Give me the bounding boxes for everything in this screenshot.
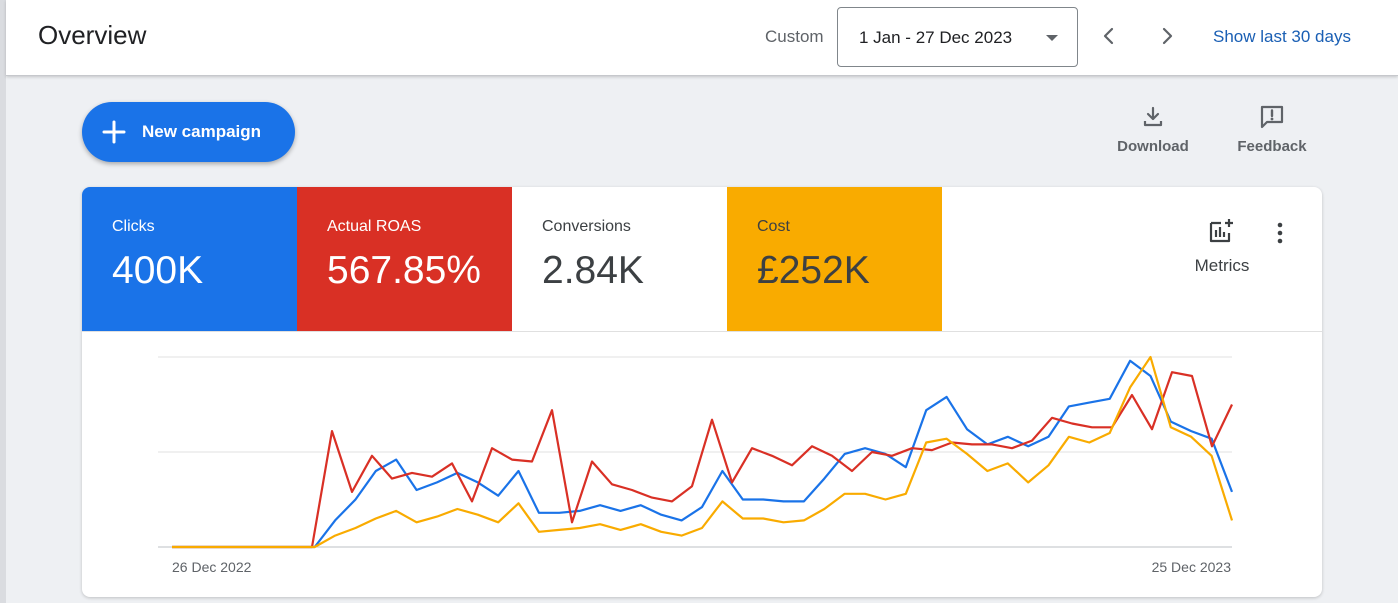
metric-name: Actual ROAS: [327, 218, 422, 235]
metric-tile-conversions[interactable]: Conversions 2.84K: [512, 187, 727, 331]
metric-name: Cost: [757, 218, 790, 235]
download-icon: [1143, 106, 1163, 127]
custom-label: Custom: [765, 27, 824, 46]
metric-tile-cost[interactable]: Cost £252K: [727, 187, 942, 331]
chevron-right-icon: [1162, 27, 1173, 45]
new-campaign-button[interactable]: New campaign: [82, 102, 295, 162]
series-line-0: [172, 359, 1234, 549]
date-range-value: 1 Jan - 27 Dec 2023: [859, 28, 1013, 47]
download-button[interactable]: Download: [1108, 104, 1198, 162]
left-edge-strip: [0, 0, 6, 603]
previous-period-button[interactable]: [1093, 20, 1125, 52]
x-axis-start-label: 26 Dec 2022: [172, 559, 252, 575]
line-chart: 26 Dec 2022 25 Dec 2023: [158, 355, 1234, 575]
metric-value: 400K: [112, 249, 204, 292]
date-range-select[interactable]: 1 Jan - 27 Dec 2023: [837, 7, 1078, 67]
x-axis-end-label: 25 Dec 2023: [1152, 559, 1232, 575]
more-vert-icon: [1277, 222, 1283, 244]
metric-value: £252K: [757, 249, 870, 292]
header-bar: Overview Custom 1 Jan - 27 Dec 2023 Show…: [6, 0, 1398, 76]
more-options-button[interactable]: [1268, 219, 1292, 247]
show-last-30-days-link[interactable]: Show last 30 days: [1213, 27, 1351, 46]
metric-name: Clicks: [112, 218, 155, 235]
series-line-2: [172, 355, 1234, 549]
next-period-button[interactable]: [1151, 20, 1183, 52]
download-label: Download: [1117, 138, 1189, 155]
add-chart-icon: [1209, 219, 1233, 243]
metric-value: 567.85%: [327, 249, 481, 292]
plus-icon: [102, 120, 126, 144]
metric-value: 2.84K: [542, 249, 644, 292]
metric-tile-actual-roas[interactable]: Actual ROAS 567.85%: [297, 187, 512, 331]
feedback-label: Feedback: [1237, 138, 1307, 155]
dropdown-arrow-icon: [1046, 35, 1058, 41]
tile-divider: [82, 331, 1322, 332]
feedback-icon: [1260, 105, 1284, 129]
performance-card: Clicks 400K Actual ROAS 567.85% Conversi…: [82, 187, 1322, 597]
metrics-button[interactable]: Metrics: [1182, 217, 1262, 277]
chevron-left-icon: [1103, 27, 1114, 45]
metric-tile-clicks[interactable]: Clicks 400K: [82, 187, 297, 331]
metric-name: Conversions: [542, 218, 631, 235]
series-line-1: [172, 371, 1233, 549]
metrics-label: Metrics: [1194, 256, 1250, 275]
feedback-button[interactable]: Feedback: [1227, 104, 1317, 162]
page-title: Overview: [38, 20, 147, 50]
new-campaign-label: New campaign: [142, 122, 262, 141]
